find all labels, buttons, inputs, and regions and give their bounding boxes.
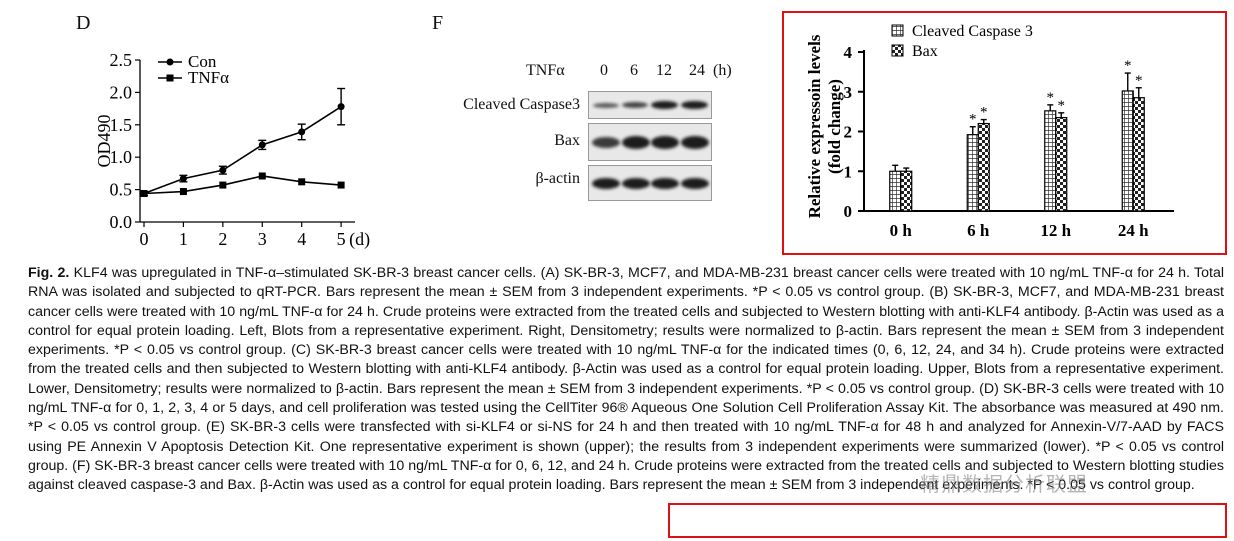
- data-point-tnf: [298, 178, 306, 186]
- data-point-tnf: [337, 181, 345, 189]
- data-point-con: [219, 166, 227, 174]
- band: [622, 102, 648, 108]
- x-tick-label: 5: [337, 229, 346, 249]
- legend-swatch-cleaved-caspase3: [891, 24, 904, 37]
- x-tick-label: 0: [140, 229, 149, 249]
- bar-bax: [1055, 116, 1068, 212]
- time-label: 0: [600, 62, 608, 79]
- y-tick-label: 3: [844, 83, 853, 102]
- band: [651, 178, 679, 189]
- band: [681, 101, 708, 109]
- watermark: 精鼎数据分析联盟: [920, 472, 1088, 496]
- data-point-con: [258, 141, 266, 149]
- y-tick-label: 0.0: [110, 212, 133, 232]
- data-point-con: [337, 103, 345, 111]
- data-point-con: [298, 128, 306, 136]
- x-tick-label: 1: [179, 229, 188, 249]
- data-point-con: [179, 175, 187, 183]
- legend-label-cleaved-caspase3: Cleaved Caspase 3: [912, 23, 1033, 40]
- time-label: 6: [630, 62, 638, 79]
- x-tick-label: 0 h: [890, 221, 913, 240]
- blot-beta-actin: [588, 165, 712, 201]
- bar-cleaved-caspase3: [1121, 90, 1134, 212]
- band: [651, 136, 679, 149]
- x-tick-label: 4: [297, 229, 306, 249]
- bar-cleaved-caspase3: [1044, 110, 1057, 212]
- legend-marker-con: [166, 58, 174, 66]
- x-tick-label: 3: [258, 229, 267, 249]
- x-tick-label: 12 h: [1040, 221, 1071, 240]
- band: [681, 178, 709, 189]
- legend-marker-tnf: [166, 74, 174, 82]
- x-tick-label: 2: [218, 229, 227, 249]
- blot-label-beta-actin: β-actin: [535, 170, 580, 187]
- data-point-tnf: [179, 188, 187, 196]
- significance-star: *: [1058, 98, 1066, 114]
- panel-f-letter: F: [432, 12, 444, 34]
- band: [681, 136, 709, 149]
- time-unit: (h): [713, 62, 732, 79]
- highlight-box-caption: [668, 503, 1227, 538]
- expression-bar-chart: 0 1 2 3 4 Relative expressoin levels (fold cha…: [805, 23, 1174, 240]
- legend-label-con: Con: [188, 52, 217, 71]
- y-tick-label: 0.5: [110, 180, 133, 200]
- y-tick-label: 1.5: [110, 115, 133, 135]
- significance-star: *: [1124, 58, 1132, 74]
- bar-cleaved-caspase3: [966, 134, 979, 212]
- highlight-box-bar-chart: [782, 11, 1227, 255]
- legend-label-tnf: TNFα: [188, 68, 229, 87]
- y-axis-label-line2: (fold change): [825, 79, 844, 174]
- band: [592, 137, 620, 148]
- y-axis-label-line1: Relative expressoin levels: [805, 34, 824, 218]
- blot-bax: [588, 123, 712, 161]
- series-line-tnf: [143, 175, 342, 195]
- blot-label-cleaved-caspase3: Cleaved Caspase3: [463, 96, 580, 113]
- treatment-label: TNFα: [526, 62, 565, 79]
- significance-star: *: [1135, 73, 1143, 89]
- y-tick-label: 2.0: [110, 82, 133, 102]
- band: [651, 101, 678, 109]
- y-tick-label: 2: [844, 123, 853, 142]
- bar-bax: [977, 122, 990, 212]
- time-label: 12: [656, 62, 672, 79]
- legend-swatch-bax: [891, 44, 904, 57]
- significance-star: *: [1047, 90, 1055, 106]
- figure-label: Fig. 2.: [28, 265, 70, 281]
- y-tick-label: 1.0: [110, 147, 133, 167]
- x-unit-label: (d): [349, 229, 370, 250]
- data-point-tnf: [219, 181, 227, 189]
- y-tick-label: 4: [844, 43, 853, 62]
- blot-label-bax: Bax: [554, 132, 580, 149]
- band: [593, 103, 619, 108]
- significance-star: *: [969, 112, 977, 128]
- figure-caption: Fig. 2. KLF4 was upregulated in TNF-α–st…: [28, 264, 1224, 496]
- x-tick-label: 6 h: [967, 221, 990, 240]
- bar-cleaved-caspase3: [889, 170, 902, 212]
- time-labels: 0 6 12 24 (h): [590, 62, 740, 82]
- panel-d-letter: D: [76, 12, 91, 34]
- band: [592, 178, 620, 189]
- significance-star: *: [980, 105, 988, 121]
- x-tick-label: 24 h: [1118, 221, 1149, 240]
- data-point-tnf: [140, 189, 148, 197]
- legend-label-bax: Bax: [912, 43, 938, 60]
- y-tick-label: 0: [844, 202, 853, 221]
- time-label: 24: [689, 62, 705, 79]
- blot-cleaved-caspase3: [588, 91, 712, 119]
- data-point-tnf: [258, 172, 266, 180]
- bar-bax: [1132, 97, 1145, 212]
- bar-bax: [900, 170, 913, 212]
- series-line-con: [143, 105, 342, 195]
- caption-text: KLF4 was upregulated in TNF-α–stimulated…: [28, 265, 1225, 494]
- y-axis-label: OD490: [94, 115, 114, 168]
- band: [622, 178, 650, 189]
- y-tick-label: 2.5: [110, 50, 133, 70]
- band: [622, 136, 650, 149]
- y-tick-label: 1: [844, 162, 853, 181]
